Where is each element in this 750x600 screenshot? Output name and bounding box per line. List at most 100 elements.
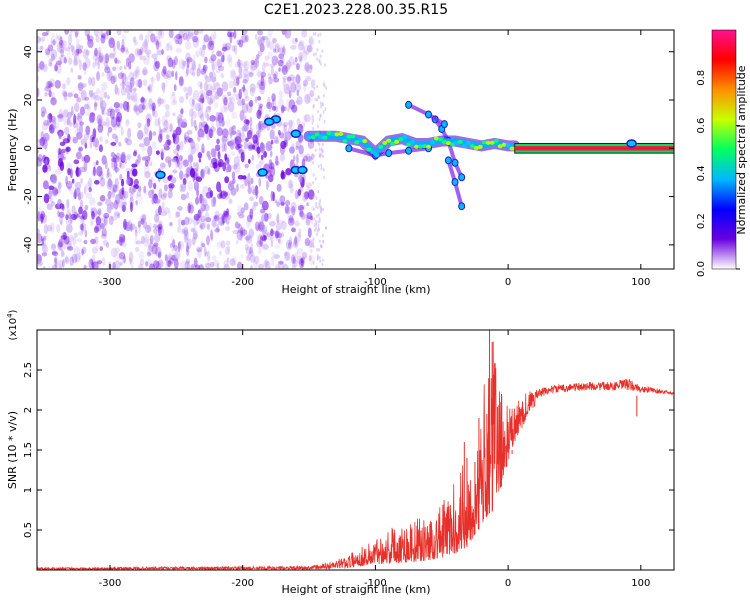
noise-dot: [279, 89, 283, 100]
noise-dot: [191, 102, 195, 111]
noise-dot: [59, 54, 67, 64]
noise-dot: [266, 232, 274, 241]
noise-dot: [237, 223, 243, 234]
noise-dot: [136, 190, 142, 198]
noise-dot: [95, 51, 100, 59]
noise-dot: [204, 123, 209, 135]
ridge-blob: [370, 149, 376, 154]
noise-dot: [229, 68, 236, 78]
noise-dot: [275, 105, 278, 113]
noise-dot: [99, 246, 103, 252]
noise-dot: [114, 58, 120, 64]
noise-dot: [211, 60, 218, 71]
noise-dot: [298, 257, 305, 269]
noise-dot: [260, 159, 265, 166]
noise-dot: [76, 131, 83, 140]
noise-dot: [103, 31, 109, 40]
noise-dot: [135, 193, 139, 199]
noise-dot: [81, 83, 87, 88]
noise-dot: [73, 232, 78, 238]
figure-title: C2E1.2023.228.00.35.R15: [264, 2, 448, 18]
noise-dot: [174, 258, 179, 269]
noise-dot: [123, 30, 130, 34]
noise-dot: [249, 126, 253, 136]
carrier-band-core: [514, 146, 674, 151]
noise-dot: [283, 121, 289, 128]
noise-dot: [47, 224, 53, 232]
noise-dot: [315, 222, 318, 227]
feature-point: [444, 156, 452, 165]
ridge-blob: [406, 142, 412, 147]
noise-dot: [112, 261, 116, 269]
noise-dot: [37, 138, 43, 144]
noise-dot: [288, 179, 293, 189]
noise-dot: [53, 258, 58, 268]
noise-dot: [148, 263, 156, 269]
noise-dot: [58, 108, 64, 120]
noise-dot: [148, 177, 155, 182]
noise-dot: [88, 258, 94, 269]
noise-dot: [207, 249, 211, 261]
noise-dot: [198, 63, 201, 71]
noise-dot: [184, 229, 189, 241]
noise-dot: [300, 258, 304, 267]
noise-dot: [269, 63, 276, 68]
noise-dot: [112, 123, 118, 131]
noise-dot: [59, 237, 63, 242]
noise-dot: [184, 260, 190, 269]
noise-dot: [283, 106, 287, 112]
noise-dot: [67, 133, 71, 144]
noise-dot: [120, 44, 125, 54]
noise-dot: [160, 151, 164, 161]
noise-dot: [114, 135, 119, 144]
noise-dot: [93, 161, 97, 167]
noise-dot: [175, 47, 182, 54]
noise-dot: [115, 167, 118, 174]
noise-dot: [300, 122, 306, 128]
noise-dot: [165, 260, 173, 267]
noise-dot: [315, 57, 318, 61]
noise-dot: [165, 70, 173, 79]
noise-dot: [161, 200, 165, 212]
noise-dot: [79, 216, 83, 225]
noise-dot: [269, 162, 275, 170]
noise-dot: [183, 234, 188, 244]
noise-dot: [77, 75, 82, 80]
noise-dot: [114, 57, 118, 64]
noise-dot: [238, 73, 243, 79]
noise-dot: [188, 32, 194, 40]
y-tick-label: 1: [23, 487, 34, 493]
noise-dot: [200, 129, 205, 138]
noise-dot: [312, 207, 315, 212]
noise-dot: [56, 242, 63, 248]
noise-dot: [224, 246, 229, 255]
y-tick-label: -40: [23, 237, 34, 253]
ridge-blob: [505, 142, 511, 147]
noise-dot: [190, 140, 196, 150]
noise-dot: [148, 98, 153, 107]
noise-dot: [216, 262, 220, 269]
noise-dot: [316, 109, 319, 114]
noise-dot: [217, 65, 225, 71]
noise-dot: [153, 242, 159, 248]
noise-dot: [61, 259, 65, 268]
noise-dot: [265, 260, 271, 269]
noise-dot: [54, 188, 61, 195]
noise-dot: [307, 156, 313, 162]
noise-dot: [69, 256, 74, 267]
noise-dot: [324, 63, 327, 67]
noise-dot: [114, 184, 119, 193]
noise-dot: [188, 201, 194, 210]
noise-dot: [66, 118, 71, 126]
noise-dot: [197, 209, 202, 219]
noise-dot: [320, 244, 323, 249]
noise-dot: [149, 161, 153, 167]
noise-dot: [138, 143, 145, 148]
noise-dot: [282, 77, 286, 83]
noise-dot: [69, 121, 73, 128]
noise-dot: [115, 116, 121, 127]
noise-dot: [237, 58, 241, 68]
noise-dot: [298, 41, 304, 51]
noise-dot: [127, 86, 133, 96]
noise-dot: [63, 239, 67, 250]
